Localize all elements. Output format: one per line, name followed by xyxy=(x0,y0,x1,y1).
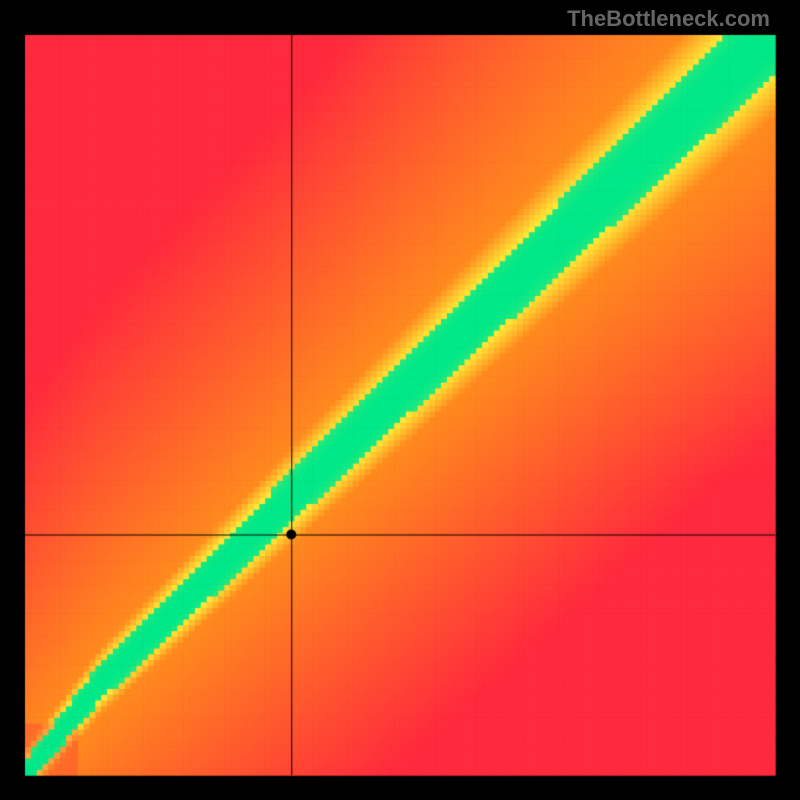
watermark-text: TheBottleneck.com xyxy=(567,6,770,32)
bottleneck-heatmap xyxy=(0,0,800,800)
